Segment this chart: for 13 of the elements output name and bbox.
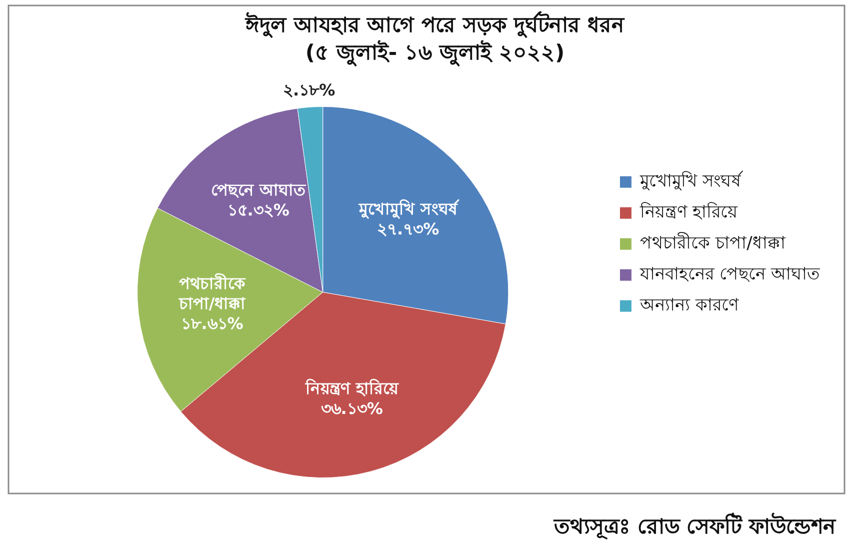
legend-label: অন্যান্য কারণে xyxy=(639,295,740,316)
data-label: পেছনে আঘাত ১৫.৩২% xyxy=(211,180,307,220)
data-label: মুখোমুখি সংঘর্ষ ২৭.৭৩% xyxy=(358,198,460,239)
data-label: ২.১৮% xyxy=(282,80,336,100)
data-label: নিয়ন্ত্রণ হারিয়ে ৩৬.১৩% xyxy=(304,378,400,418)
data-label: পথচারীকে চাপা/ধাক্কা ১৮.৬১% xyxy=(178,273,247,334)
legend-label: পথচারীকে চাপা/ধাক্কা xyxy=(640,232,786,254)
legend-label: মুখোমুখি সংঘর্ষ xyxy=(639,170,744,192)
legend-label: নিয়ন্ত্রণ হারিয়ে xyxy=(639,201,739,222)
chart-subtitle: (৫ জুলাই- ১৬ জুলাই ২০২২) xyxy=(305,39,565,66)
legend-label: যানবাহনের পেছনে আঘাত xyxy=(639,264,820,284)
text: তথ্যসূত্রঃ রোড সেফটি ফাউন্ডেশন xyxy=(553,512,837,540)
chart-title: ঈদুল আযহার আগে পরে সড়ক দুর্ঘটনার ধরন xyxy=(244,11,626,38)
